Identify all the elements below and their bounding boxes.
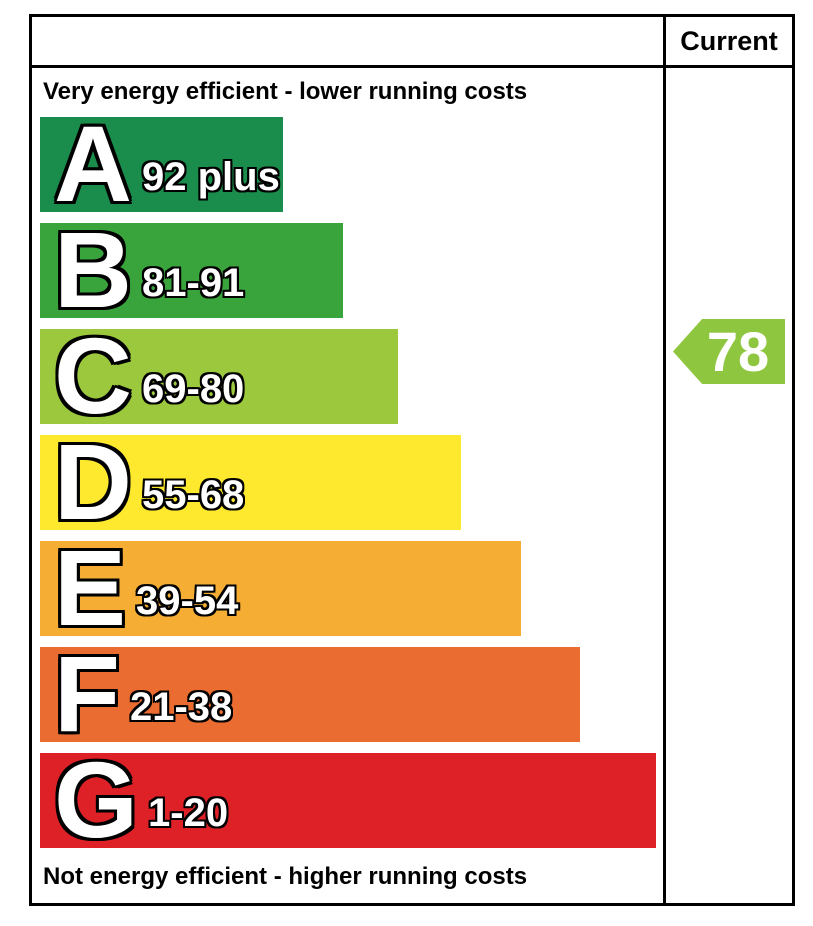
band-range: 55-68 — [142, 473, 245, 517]
rating-band: G 1-20 — [40, 739, 656, 861]
rating-band: F 21-38 — [40, 633, 580, 755]
current-rating-arrow: 78 — [673, 319, 785, 384]
band-letter: C — [54, 315, 132, 437]
rating-band: A 92 plus — [40, 103, 283, 225]
chart-body-row: Very energy efficient - lower running co… — [32, 68, 792, 903]
band-letter: E — [54, 527, 127, 649]
rating-band: B 81-91 — [40, 209, 343, 331]
energy-rating-chart: Current Very energy efficient - lower ru… — [29, 14, 795, 906]
rating-band: D 55-68 — [40, 421, 461, 543]
band-range: 39-54 — [136, 579, 239, 623]
band-letter: G — [54, 739, 139, 861]
band-range: 21-38 — [129, 685, 233, 729]
band-letter: B — [54, 209, 132, 331]
band-range: 92 plus — [142, 155, 280, 199]
rating-scale-area: Very energy efficient - lower running co… — [32, 68, 663, 903]
bottom-efficiency-label: Not energy efficient - higher running co… — [43, 863, 528, 890]
rating-band: C 69-80 — [40, 315, 398, 437]
top-efficiency-label: Very energy efficient - lower running co… — [43, 78, 528, 105]
band-letter: F — [54, 633, 120, 755]
band-letter: A — [54, 103, 132, 225]
band-range: 81-91 — [142, 261, 245, 305]
chart-header-row: Current — [32, 17, 792, 68]
current-column-header: Current — [663, 17, 792, 65]
current-rating-column: 78 — [663, 68, 792, 903]
band-range: 69-80 — [142, 367, 245, 411]
band-range: 1-20 — [148, 791, 229, 835]
current-rating-value: 78 — [706, 319, 770, 383]
bands: A 92 plus B 81-91 C 69-80 D 55-68 E 39-5… — [40, 103, 663, 861]
header-spacer-cell — [32, 17, 663, 65]
rating-band: E 39-54 — [40, 527, 521, 649]
band-letter: D — [54, 421, 132, 543]
current-column-label: Current — [680, 25, 778, 56]
